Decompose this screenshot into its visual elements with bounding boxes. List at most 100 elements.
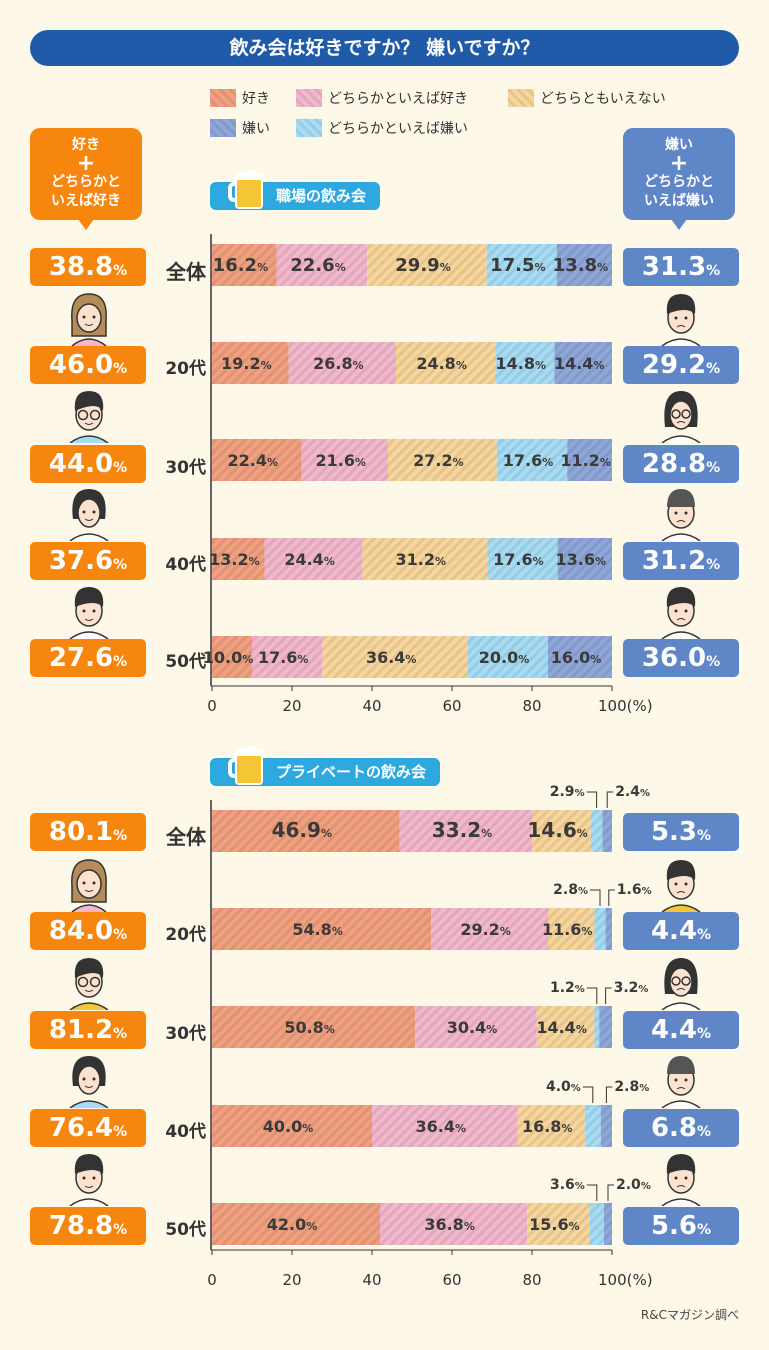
bar-value-label: 19.2% bbox=[221, 354, 272, 373]
dislike-total-50s: 5.6% bbox=[623, 1207, 739, 1245]
unit: % bbox=[697, 1124, 712, 1140]
like-total-50s: 27.6% bbox=[30, 639, 146, 677]
bar-value-label: 40.0% bbox=[263, 1117, 314, 1136]
callout-leader bbox=[605, 1086, 613, 1103]
bar-segment-somewhat-like bbox=[301, 439, 388, 481]
header-line: いえば好き bbox=[51, 193, 121, 209]
value: 78.8 bbox=[48, 1211, 114, 1241]
bar-segment-dislike bbox=[600, 1105, 612, 1147]
bar-value-callout: 2.8% bbox=[614, 1079, 649, 1095]
header-line: いえば嫌い bbox=[644, 193, 714, 209]
bar-value-label: 13.6% bbox=[556, 550, 607, 569]
value: 81.2 bbox=[48, 1015, 114, 1045]
bar-segment-dislike bbox=[567, 439, 612, 481]
callout-leader bbox=[586, 1184, 598, 1201]
x-tick-label: 80 bbox=[522, 697, 541, 715]
row-label: 20代 bbox=[165, 925, 206, 945]
bar-segment-dislike bbox=[554, 342, 612, 384]
bar-segment-dislike bbox=[557, 538, 612, 580]
unit: % bbox=[706, 654, 721, 670]
bar-value-label: 21.6% bbox=[316, 451, 367, 470]
unit: % bbox=[706, 460, 721, 476]
row-label: 40代 bbox=[165, 1122, 206, 1142]
bar-segment-like bbox=[212, 439, 302, 481]
woman-face-icon bbox=[71, 293, 107, 346]
legend-label: どちらかといえば嫌い bbox=[328, 121, 468, 137]
unit: % bbox=[113, 828, 128, 844]
row-label: 20代 bbox=[165, 359, 206, 379]
bar-segment-like bbox=[212, 636, 252, 678]
bar-segment-like bbox=[212, 1105, 372, 1147]
source-credit: R&Cマガジン調べ bbox=[640, 1308, 739, 1322]
value: 4.4 bbox=[650, 916, 698, 946]
bar-segment-neutral bbox=[367, 244, 487, 286]
bar-segment-dislike bbox=[548, 636, 612, 678]
x-tick-label: 100(%) bbox=[598, 1271, 653, 1289]
bar-segment-dislike bbox=[556, 244, 612, 286]
x-tick-label: 60 bbox=[442, 697, 461, 715]
bar-value-label: 17.6% bbox=[258, 648, 309, 667]
bar-value-label: 22.4% bbox=[228, 451, 279, 470]
legend-swatch bbox=[210, 119, 236, 137]
like-total-40s: 76.4% bbox=[30, 1109, 146, 1147]
x-tick-label: 80 bbox=[522, 1271, 541, 1289]
unit: % bbox=[113, 361, 128, 377]
bar-segment-somewhat-dislike bbox=[496, 439, 568, 481]
section-title: プライベートの飲み会 bbox=[276, 763, 427, 781]
man-glasses-face-icon bbox=[69, 391, 109, 443]
dislike-total-header: 嫌い + どちらかと いえば嫌い bbox=[623, 128, 735, 230]
bar-segment-neutral bbox=[548, 908, 595, 950]
legend-item-neutral: どちらともいえない bbox=[508, 88, 666, 108]
bar-segment-dislike bbox=[605, 908, 612, 950]
value: 37.6 bbox=[48, 546, 114, 576]
bar-segment-neutral bbox=[362, 538, 488, 580]
bar-segment-somewhat-like bbox=[399, 810, 533, 852]
unit: % bbox=[706, 361, 721, 377]
bar-segment-somewhat-dislike bbox=[487, 538, 558, 580]
bar-value-label: 36.4% bbox=[416, 1117, 467, 1136]
legend-item-somewhat-dislike: どちらかといえば嫌い bbox=[296, 118, 468, 138]
bar-value-label: 50.8% bbox=[284, 1018, 335, 1037]
unit: % bbox=[706, 557, 721, 573]
dislike-total-30s: 4.4% bbox=[623, 1011, 739, 1049]
bar-segment-somewhat-dislike bbox=[584, 1105, 601, 1147]
unit: % bbox=[113, 263, 128, 279]
x-tick-label: 40 bbox=[362, 697, 381, 715]
bar-segment-neutral bbox=[388, 439, 497, 481]
bar-segment-neutral bbox=[322, 636, 468, 678]
dislike-total-20s: 29.2% bbox=[623, 346, 739, 384]
bar-value-label: 14.6% bbox=[527, 818, 587, 842]
bar-value-label: 27.2% bbox=[413, 451, 464, 470]
legend-swatch bbox=[296, 119, 322, 137]
dislike-total-50s: 36.0% bbox=[623, 639, 739, 677]
woman-face-icon bbox=[69, 489, 109, 541]
bar-segment-somewhat-dislike bbox=[468, 636, 548, 678]
bar-value-callout: 2.0% bbox=[616, 1177, 651, 1193]
bar-segment-somewhat-dislike bbox=[594, 908, 606, 950]
callout-leader bbox=[608, 889, 615, 906]
bar-segment-somewhat-dislike bbox=[486, 244, 557, 286]
dislike-total-all: 5.3% bbox=[623, 813, 739, 851]
value: 31.2 bbox=[641, 546, 707, 576]
bar-value-label: 14.4% bbox=[554, 354, 605, 373]
man-unhappy-face-icon bbox=[661, 860, 701, 912]
header-line: 嫌い bbox=[665, 137, 693, 153]
x-tick-label: 0 bbox=[207, 697, 217, 715]
bar-value-label: 30.4% bbox=[447, 1018, 498, 1037]
bar-segment-somewhat-like bbox=[431, 908, 548, 950]
bar-value-label: 22.6% bbox=[290, 255, 345, 276]
value: 5.6 bbox=[650, 1211, 698, 1241]
dislike-total-40s: 31.2% bbox=[623, 542, 739, 580]
legend-swatch bbox=[508, 89, 534, 107]
man-unhappy-face-icon bbox=[661, 587, 701, 639]
bar-value-callout: 3.6% bbox=[550, 1177, 585, 1193]
value: 6.8 bbox=[650, 1113, 698, 1143]
row-label: 30代 bbox=[165, 458, 206, 478]
bar-value-label: 17.5% bbox=[490, 255, 545, 276]
bar-value-label: 16.8% bbox=[522, 1117, 573, 1136]
woman-glasses-unhappy-face-icon bbox=[661, 958, 701, 1010]
section-tag-private: プライベートの飲み会 bbox=[210, 746, 441, 786]
bar-segment-dislike bbox=[599, 1006, 612, 1048]
bar-segment-somewhat-like bbox=[372, 1105, 518, 1147]
value: 46.0 bbox=[48, 350, 114, 380]
